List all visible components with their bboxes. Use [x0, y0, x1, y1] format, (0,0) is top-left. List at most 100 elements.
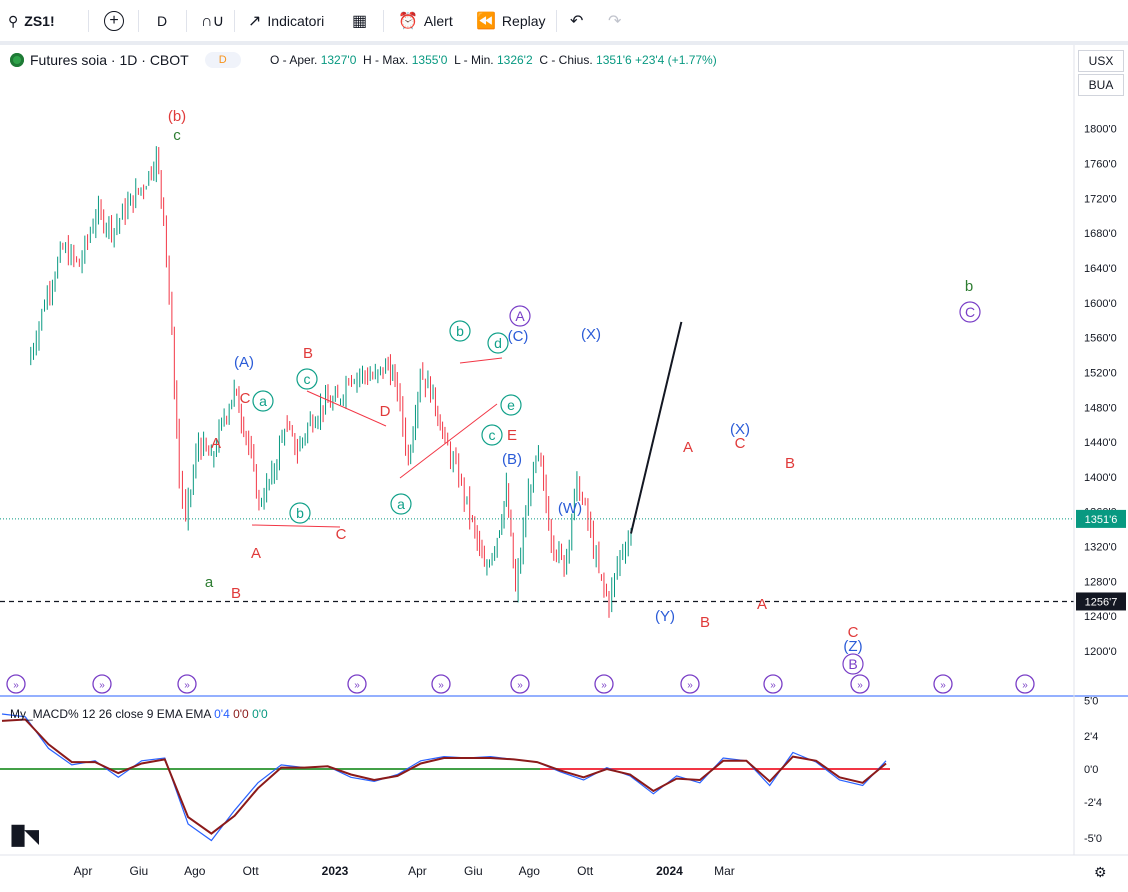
- alert-label: Alert: [423, 13, 453, 29]
- circled-wave-marker: [296, 368, 318, 390]
- circled-wave-marker: [500, 394, 522, 416]
- wave-label: c: [173, 127, 181, 144]
- exchange-logo-icon: [10, 53, 24, 67]
- macd-legend: My_MACD% 12 26 close 9 EMA EMA 0'4 0'0 0…: [10, 707, 268, 721]
- indicators-button[interactable]: ↗ Indicatori: [248, 9, 324, 33]
- interval-button[interactable]: D: [157, 9, 167, 33]
- wave-label: (W): [558, 500, 582, 517]
- redo-icon: ↷: [608, 13, 622, 30]
- circled-wave-label: C: [965, 304, 975, 320]
- undo-button[interactable]: ↶: [570, 9, 583, 33]
- price-axis: 1200'01240'01280'01320'01360'01400'01440…: [0, 45, 1128, 856]
- wave-label: b: [965, 278, 973, 295]
- chart-type-button[interactable]: ∩∪: [201, 9, 224, 33]
- chart-title: Futures soia · 1D · CBOT: [30, 52, 189, 68]
- wave-label: B: [231, 585, 241, 602]
- wave-label: C: [735, 435, 746, 452]
- circled-wave-label: A: [515, 308, 525, 324]
- wave-label: A: [683, 439, 693, 456]
- x-tick-label: Ott: [243, 864, 260, 878]
- wave-label: C: [240, 390, 251, 407]
- unit-label: BUA: [1088, 78, 1114, 92]
- alert-button[interactable]: ⏰ Alert: [398, 9, 453, 33]
- add-circle-icon: +: [104, 11, 124, 31]
- interval-label: D: [157, 13, 168, 29]
- macd-y-tick: 5'0: [1084, 695, 1098, 707]
- circled-wave-marker: [289, 502, 311, 524]
- x-tick-label: Mar: [714, 864, 735, 878]
- replay-button[interactable]: ⏪ Replay: [476, 9, 546, 33]
- macd-y-tick: 2'4: [1084, 731, 1098, 743]
- circled-wave-label: e: [507, 397, 515, 413]
- low-label: L - Min.: [454, 53, 494, 67]
- event-marker-icon: [594, 674, 614, 694]
- wave-label: C: [848, 624, 859, 641]
- delayed-badge-label: D: [218, 54, 227, 66]
- event-marker-arrow: »: [857, 680, 863, 691]
- x-tick-label: Apr: [408, 864, 427, 878]
- wave-label: B: [303, 345, 313, 362]
- support-price-label-bg: [1076, 592, 1126, 611]
- event-marker-arrow: »: [13, 680, 19, 691]
- circled-wave-label: c: [304, 371, 311, 387]
- circled-wave-marker: [252, 390, 274, 412]
- price-bars: [30, 146, 632, 618]
- y-tick-label: 1280'0: [1084, 576, 1117, 588]
- histogram-value: 0'0: [252, 707, 268, 721]
- rewind-icon: ⏪: [476, 13, 496, 30]
- event-marker-arrow: »: [184, 680, 190, 691]
- circled-wave-label: c: [489, 427, 496, 443]
- low-value: 1326'2: [496, 53, 533, 67]
- circled-wave-marker: [487, 332, 509, 354]
- undo-icon: ↶: [570, 13, 584, 30]
- circled-wave-marker: [390, 493, 412, 515]
- symbol-legend: Futures soia · 1D · CBOT D: [10, 50, 241, 70]
- high-label: H - Max.: [363, 53, 409, 67]
- x-tick-label: 2024: [656, 864, 683, 878]
- layouts-button[interactable]: ▦: [352, 9, 367, 33]
- wave-label: A: [757, 596, 767, 613]
- circled-wave-label: b: [296, 505, 304, 521]
- circled-wave-marker: [481, 424, 503, 446]
- delayed-badge[interactable]: D: [204, 52, 241, 68]
- circled-wave-marker: [959, 301, 981, 323]
- indicators-icon: ↗: [248, 13, 262, 30]
- symbol-label: ZS1!: [24, 13, 55, 29]
- wave-label: (B): [502, 451, 522, 468]
- symbol-search[interactable]: ⚲ ZS1!: [8, 9, 55, 33]
- circled-wave-label: d: [494, 335, 502, 351]
- wave-label: B: [785, 455, 795, 472]
- search-icon: ⚲: [8, 12, 19, 29]
- toolbar-divider: [0, 41, 1128, 45]
- event-marker-icon: [763, 674, 783, 694]
- signal-value: 0'0: [233, 707, 249, 721]
- open-label: O - Aper.: [270, 53, 318, 67]
- macd-line: [1, 713, 887, 842]
- event-marker-arrow: »: [438, 680, 444, 691]
- y-tick-label: 1680'0: [1084, 228, 1117, 240]
- wave-label: (Y): [655, 608, 675, 625]
- y-tick-label: 1440'0: [1084, 437, 1117, 449]
- y-tick-label: 1200'0: [1084, 646, 1117, 658]
- y-tick-label: 1320'0: [1084, 542, 1117, 554]
- x-tick-label: Ago: [519, 864, 541, 878]
- redo-button[interactable]: ↷: [608, 9, 621, 33]
- currency-button[interactable]: USX: [1078, 50, 1124, 72]
- compare-button[interactable]: +: [104, 9, 124, 33]
- last-price-label-bg: [1076, 509, 1126, 528]
- open-value: 1327'0: [320, 53, 357, 67]
- tradingview-logo-icon[interactable]: ▉◥: [12, 826, 39, 846]
- macd-y-tick: 0'0: [1084, 764, 1098, 776]
- wave-label: C: [336, 526, 347, 543]
- circled-wave-label: B: [848, 656, 857, 672]
- close-value: 1351'6: [596, 53, 632, 67]
- unit-button[interactable]: BUA: [1078, 74, 1124, 96]
- currency-label: USX: [1088, 54, 1114, 68]
- wave-label: A: [251, 545, 261, 562]
- gear-icon[interactable]: ⚙: [1094, 864, 1107, 880]
- wave-label: (X): [581, 326, 601, 343]
- y-tick-label: 1600'0: [1084, 298, 1117, 310]
- y-tick-label: 1760'0: [1084, 159, 1117, 171]
